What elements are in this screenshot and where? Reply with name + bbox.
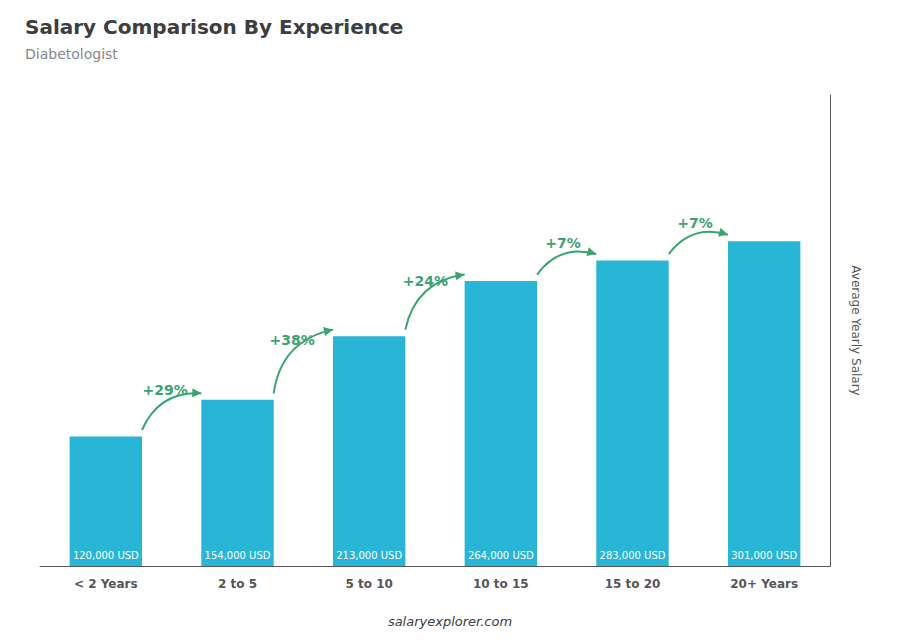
svg-text:20+ Years: 20+ Years — [730, 577, 798, 591]
svg-text:+29%: +29% — [143, 382, 188, 398]
svg-text:2 to 5: 2 to 5 — [218, 577, 257, 591]
svg-text:Diabetologist: Diabetologist — [25, 46, 118, 62]
svg-text:5 to 10: 5 to 10 — [345, 577, 392, 591]
svg-text:213,000 USD: 213,000 USD — [336, 550, 402, 561]
svg-text:10 to 15: 10 to 15 — [473, 577, 529, 591]
svg-text:120,000 USD: 120,000 USD — [73, 550, 139, 561]
svg-text:301,000 USD: 301,000 USD — [731, 550, 797, 561]
svg-text:+7%: +7% — [677, 215, 713, 231]
svg-text:Average Yearly Salary: Average Yearly Salary — [849, 265, 863, 395]
svg-text:Salary Comparison By Experienc: Salary Comparison By Experience — [25, 15, 403, 39]
svg-text:< 2 Years: < 2 Years — [74, 577, 138, 591]
svg-text:15 to 20: 15 to 20 — [605, 577, 661, 591]
svg-text:+7%: +7% — [545, 235, 581, 251]
svg-text:+24%: +24% — [403, 273, 448, 289]
svg-text:154,000 USD: 154,000 USD — [205, 550, 271, 561]
svg-text:+38%: +38% — [270, 332, 315, 348]
svg-text:salaryexplorer.com: salaryexplorer.com — [388, 614, 512, 629]
svg-text:283,000 USD: 283,000 USD — [600, 550, 666, 561]
svg-text:264,000 USD: 264,000 USD — [468, 550, 534, 561]
